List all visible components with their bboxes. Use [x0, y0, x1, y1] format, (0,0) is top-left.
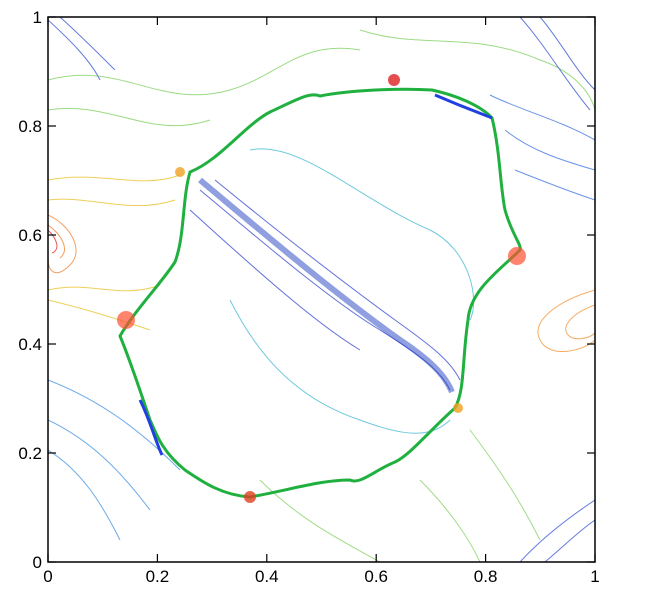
contour-line — [489, 94, 595, 201]
contour-line — [48, 229, 58, 254]
contour-line — [537, 289, 595, 353]
vortex-band — [198, 177, 455, 394]
hot-spot — [244, 491, 256, 503]
hot-spot — [453, 403, 463, 413]
contour-field — [48, 17, 595, 562]
y-tick-label: 0.4 — [18, 335, 42, 354]
plot-frame — [47, 16, 596, 563]
contour-line — [519, 499, 595, 562]
shock-front — [118, 87, 522, 499]
y-tick-label: 0.2 — [18, 444, 42, 463]
contour-line — [48, 174, 181, 331]
contour-line — [259, 429, 541, 562]
hot-spot — [117, 311, 135, 329]
x-tick-label: 0.2 — [146, 567, 170, 586]
hot-spot — [508, 247, 526, 265]
x-tick-label: 1 — [590, 567, 599, 586]
x-tick-label: 0 — [43, 567, 52, 586]
contour-line — [48, 29, 595, 127]
hot-spot — [388, 74, 400, 86]
x-tick-label: 0.4 — [255, 567, 279, 586]
contour-line — [48, 379, 181, 541]
contour-line — [48, 214, 77, 274]
y-tick-label: 0.6 — [18, 226, 42, 245]
hot-spot — [175, 167, 185, 177]
x-tick-label: 0.8 — [474, 567, 498, 586]
y-tick-label: 0.8 — [18, 117, 42, 136]
contour-line — [229, 148, 475, 434]
x-tick-label: 0.6 — [364, 567, 388, 586]
shock-front — [138, 93, 493, 456]
contour-line — [48, 17, 595, 111]
y-tick-label: 0 — [33, 553, 42, 572]
y-tick-label: 1 — [33, 8, 42, 27]
